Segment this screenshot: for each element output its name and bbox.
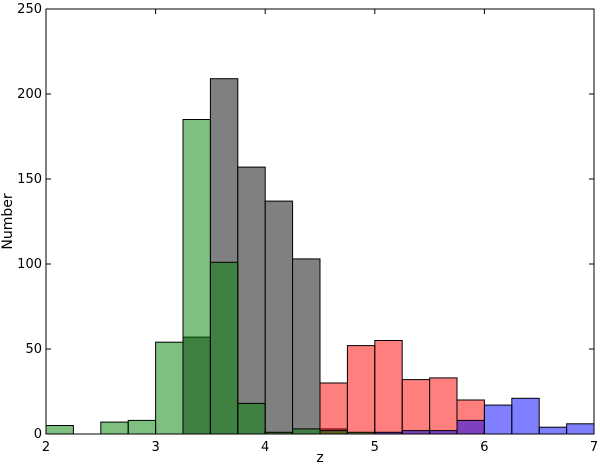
y-axis-label: Number bbox=[0, 193, 16, 249]
bar-series-1-bin-1 bbox=[346, 345, 376, 435]
bar-series-3-bin-2 bbox=[127, 419, 157, 435]
bar-series-2-bin-2 bbox=[429, 430, 458, 435]
y-tick-label-3: 150 bbox=[17, 172, 42, 187]
bar-series-2-bin-1 bbox=[401, 430, 431, 435]
bar-series-3-bin-9 bbox=[319, 430, 348, 435]
y-tick-label-2: 100 bbox=[17, 257, 42, 272]
bar-series-3-bin-1 bbox=[100, 421, 129, 435]
y-tick-label-1: 50 bbox=[25, 342, 42, 357]
bar-series-2-bin-4 bbox=[483, 404, 513, 435]
bar-series-2-bin-6 bbox=[538, 426, 568, 435]
bar-series-3-bin-3 bbox=[155, 341, 184, 435]
bar-series-2-bin-5 bbox=[511, 397, 540, 435]
x-tick-label-2: 4 bbox=[261, 440, 269, 455]
bar-series-3-bin-0 bbox=[45, 425, 74, 435]
bars-layer bbox=[45, 78, 595, 435]
y-tick-label-4: 200 bbox=[17, 87, 42, 102]
x-tick-label-1: 3 bbox=[151, 440, 159, 455]
x-tick-label-0: 2 bbox=[42, 440, 50, 455]
y-tick-label-5: 250 bbox=[17, 2, 42, 17]
bar-series-0-bin-3 bbox=[264, 200, 294, 435]
bar-series-1-bin-0 bbox=[319, 382, 348, 435]
bar-series-3-bin-6 bbox=[237, 402, 266, 435]
bar-series-2-bin-3 bbox=[456, 419, 485, 435]
bar-series-2-bin-7 bbox=[566, 423, 595, 435]
x-tick-label-3: 5 bbox=[371, 440, 379, 455]
bar-series-1-bin-4 bbox=[429, 377, 458, 435]
bar-series-1-bin-3 bbox=[401, 379, 431, 435]
bar-series-0-bin-2 bbox=[237, 166, 266, 435]
y-tick-label-0: 0 bbox=[34, 427, 42, 442]
x-axis-label: z bbox=[316, 450, 323, 465]
ticks-layer: 2 3 4 5 6 7 0 50 100 150 200 250 bbox=[17, 2, 598, 455]
bar-series-1-bin-2 bbox=[374, 340, 403, 435]
bar-series-3-bin-8 bbox=[292, 428, 321, 435]
x-tick-label-5: 7 bbox=[590, 440, 598, 455]
plot-frame bbox=[45, 8, 595, 435]
x-tick-label-4: 6 bbox=[480, 440, 488, 455]
bar-series-0-bin-4 bbox=[292, 258, 321, 435]
bar-series-3-bin-4 bbox=[182, 119, 211, 435]
bar-series-3-bin-5 bbox=[209, 261, 239, 435]
